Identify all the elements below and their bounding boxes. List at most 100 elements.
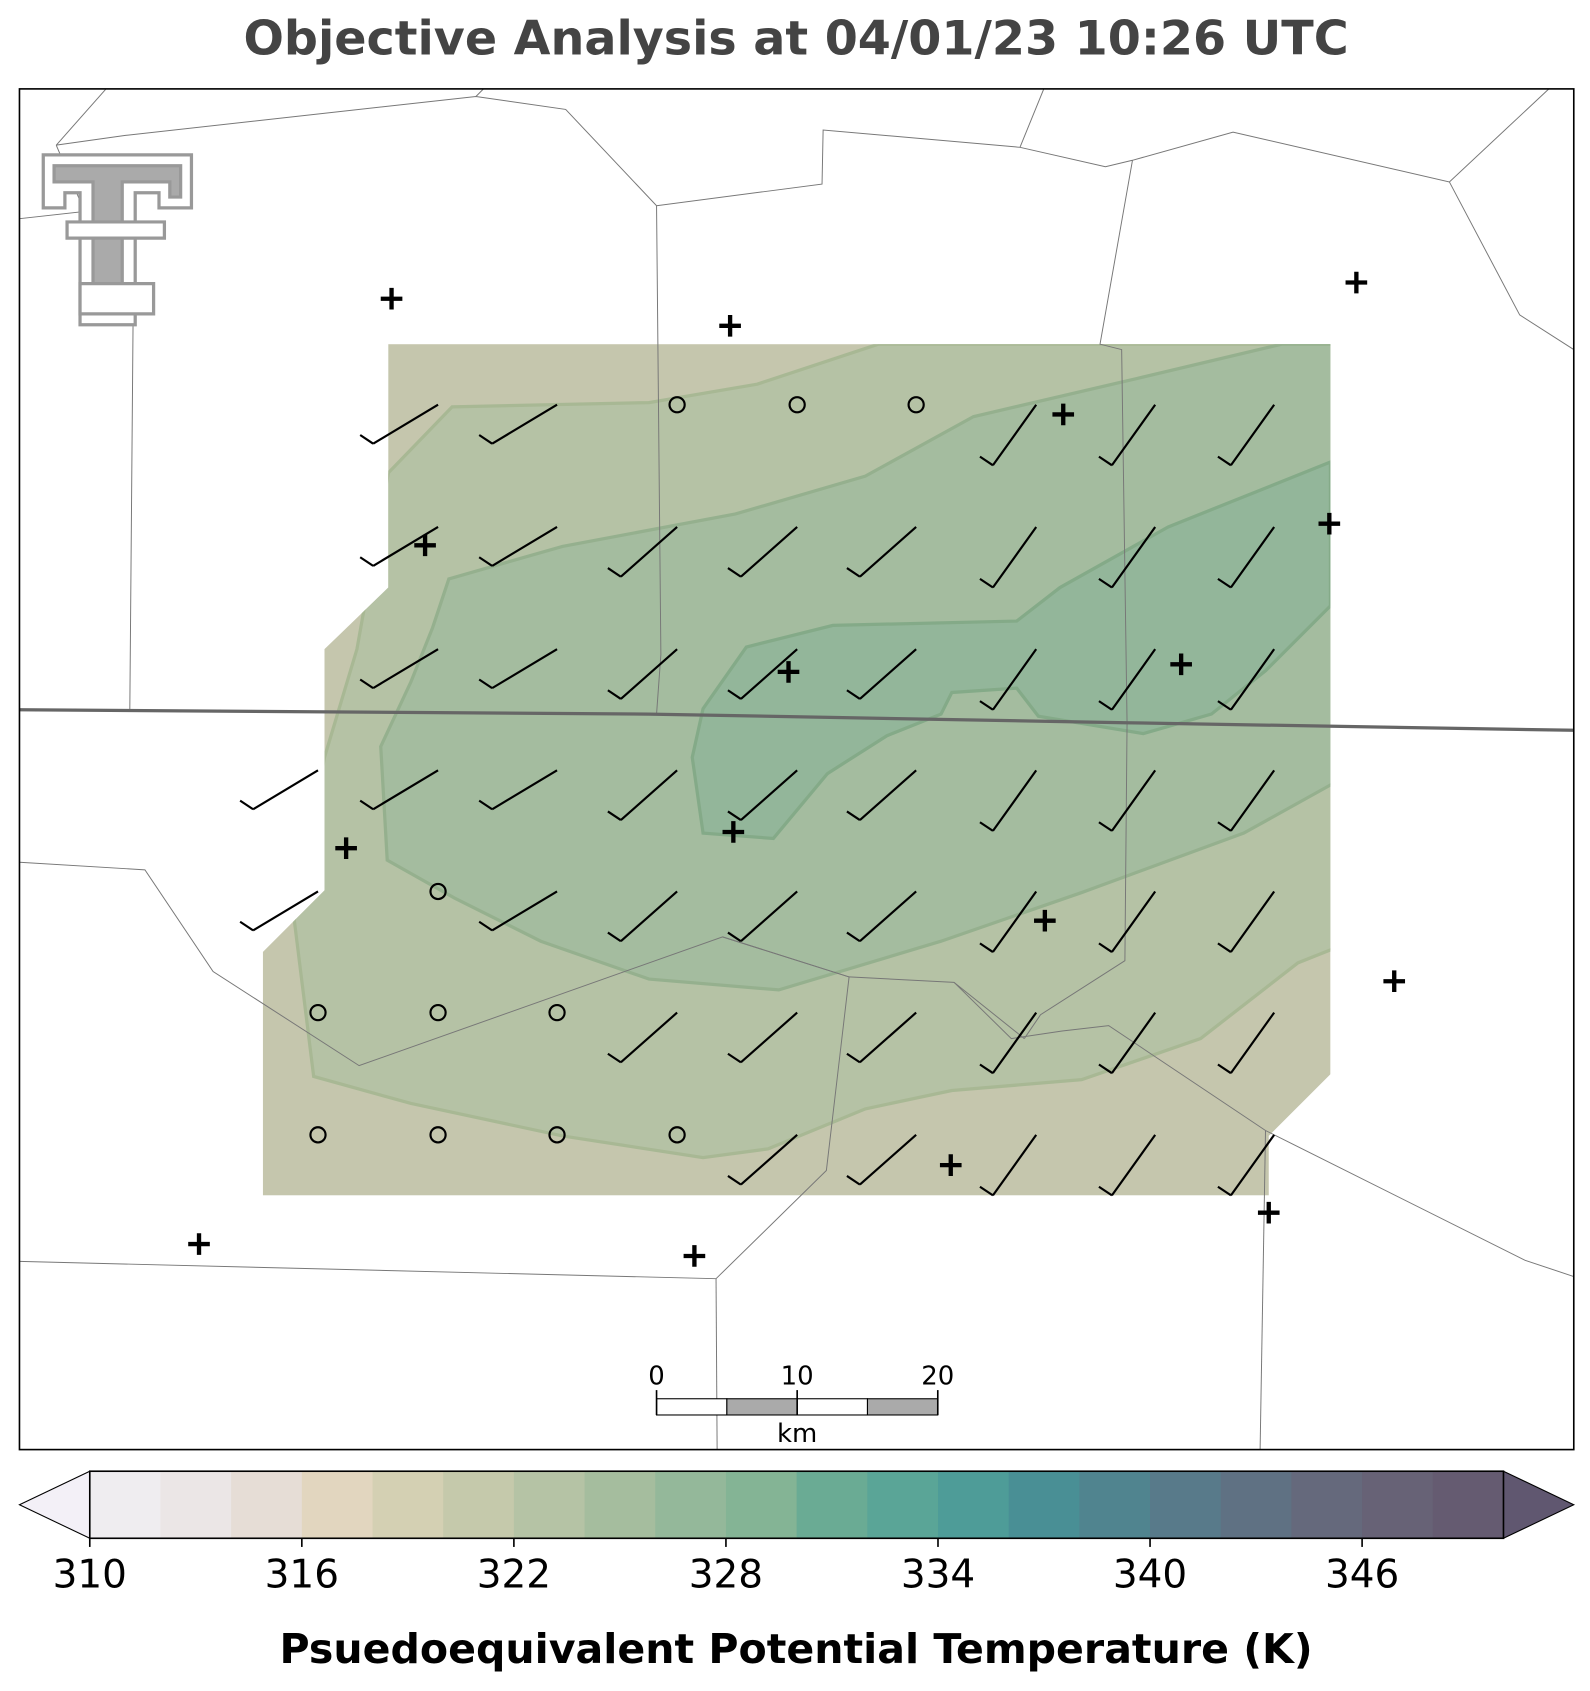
calm-station — [668, 396, 686, 414]
station-marker — [1345, 271, 1368, 294]
wind-barb — [1098, 1011, 1157, 1075]
wind-barb — [727, 890, 798, 943]
colorbar: 310 316 322 328 334 340 346 — [18, 1470, 1576, 1598]
wind-barb — [979, 526, 1038, 589]
calm-station — [788, 396, 806, 414]
wind-barb — [359, 769, 439, 811]
scale-segment — [796, 1398, 869, 1416]
wind-barb — [846, 890, 917, 943]
station-marker — [719, 314, 741, 337]
observations — [188, 271, 1406, 1267]
wind-barb — [1098, 526, 1157, 589]
station-marker — [188, 1233, 210, 1255]
scale-bar: 0 10 20 km — [648, 1362, 954, 1449]
state-border — [19, 708, 1574, 732]
wind-barb — [359, 403, 439, 445]
wind-barb — [478, 403, 558, 445]
title: Objective Analysis at 04/01/23 10:26 UTC — [243, 11, 1348, 66]
calm-station — [907, 396, 925, 414]
wind-barb — [239, 890, 319, 932]
wind-barb — [979, 1011, 1038, 1075]
scale-tick-label: 20 — [921, 1362, 954, 1392]
station-marker — [722, 821, 745, 843]
wind-barb — [1217, 1011, 1276, 1075]
calm-station — [429, 882, 447, 901]
wind-barb — [727, 648, 798, 700]
scale-segment — [656, 1398, 728, 1416]
wind-barb — [1098, 769, 1157, 832]
colorbar-bin — [513, 1471, 586, 1539]
analysis-field — [262, 344, 1331, 1196]
station-marker — [1052, 403, 1075, 426]
wind-barb — [478, 648, 558, 690]
colorbar-bin — [1079, 1471, 1151, 1539]
logo — [41, 153, 194, 327]
colorbar-bin — [937, 1471, 1010, 1539]
station-marker — [683, 1245, 706, 1267]
colorbar-tick-label: 328 — [689, 1553, 763, 1598]
calm-station — [309, 1003, 327, 1022]
colorbar-bin — [867, 1471, 939, 1539]
wind-barb — [1098, 890, 1157, 953]
wind-barb — [727, 1011, 798, 1064]
colorbar-tick-label: 310 — [53, 1553, 127, 1598]
wind-barb — [1217, 769, 1276, 832]
wind-barb — [607, 769, 678, 821]
map-frame — [18, 88, 1575, 1451]
calm-station — [429, 1126, 447, 1144]
calm-station — [548, 1003, 566, 1022]
wind-barb — [1217, 890, 1276, 953]
wind-barb — [979, 404, 1038, 467]
wind-barb — [359, 648, 439, 690]
wind-barb — [727, 526, 798, 578]
wind-barb — [846, 648, 917, 700]
calm-station — [309, 1126, 327, 1144]
colorbar-tick-label: 322 — [477, 1553, 551, 1598]
colorbar-outline — [88, 1470, 1505, 1540]
station-marker — [1383, 970, 1406, 993]
colorbar-bin — [1432, 1471, 1505, 1539]
scale-tick-label: 10 — [781, 1362, 814, 1392]
scale-unit: km — [777, 1419, 817, 1449]
station-marker — [1170, 653, 1192, 676]
wind-barb — [1217, 1134, 1276, 1197]
colorbar-bin — [231, 1471, 303, 1539]
wind-barb — [979, 648, 1038, 711]
wind-barb — [1098, 404, 1157, 467]
calm-station — [668, 1126, 686, 1144]
wind-barb — [1217, 648, 1276, 711]
wind-barb — [607, 648, 678, 700]
colorbar-bin — [655, 1471, 727, 1539]
colorbar-tick-label: 316 — [265, 1553, 339, 1598]
wind-barb — [727, 769, 798, 821]
station-marker — [335, 837, 357, 860]
wind-barb — [979, 1134, 1038, 1197]
station-marker — [380, 287, 403, 310]
colorbar-bin — [584, 1471, 656, 1539]
station-marker — [1034, 909, 1056, 932]
colorbar-bin — [443, 1471, 515, 1539]
wind-barb — [979, 890, 1038, 953]
station-marker — [1257, 1201, 1280, 1224]
colorbar-label: Psuedoequivalent Potential Temperature (… — [279, 1625, 1312, 1673]
wind-barb — [607, 890, 678, 943]
colorbar-tick-label: 340 — [1113, 1553, 1187, 1598]
station-marker — [939, 1154, 962, 1176]
station-marker — [1318, 512, 1341, 535]
colorbar-over — [1502, 1470, 1576, 1540]
colorbar-bin — [372, 1471, 444, 1539]
colorbar-bin — [796, 1471, 868, 1539]
wind-barb — [478, 890, 558, 932]
colorbar-tick-label: 346 — [1325, 1553, 1399, 1598]
colorbar-bin — [89, 1471, 162, 1539]
colorbar-tick-label: 334 — [901, 1553, 975, 1598]
scale-tick-label: 0 — [648, 1362, 665, 1392]
colorbar-under — [18, 1470, 91, 1540]
wind-barb — [359, 526, 439, 567]
wind-barb — [478, 769, 558, 811]
scale-segment — [866, 1398, 939, 1416]
colorbar-bin — [725, 1471, 798, 1539]
colorbar-bin — [1008, 1471, 1080, 1539]
